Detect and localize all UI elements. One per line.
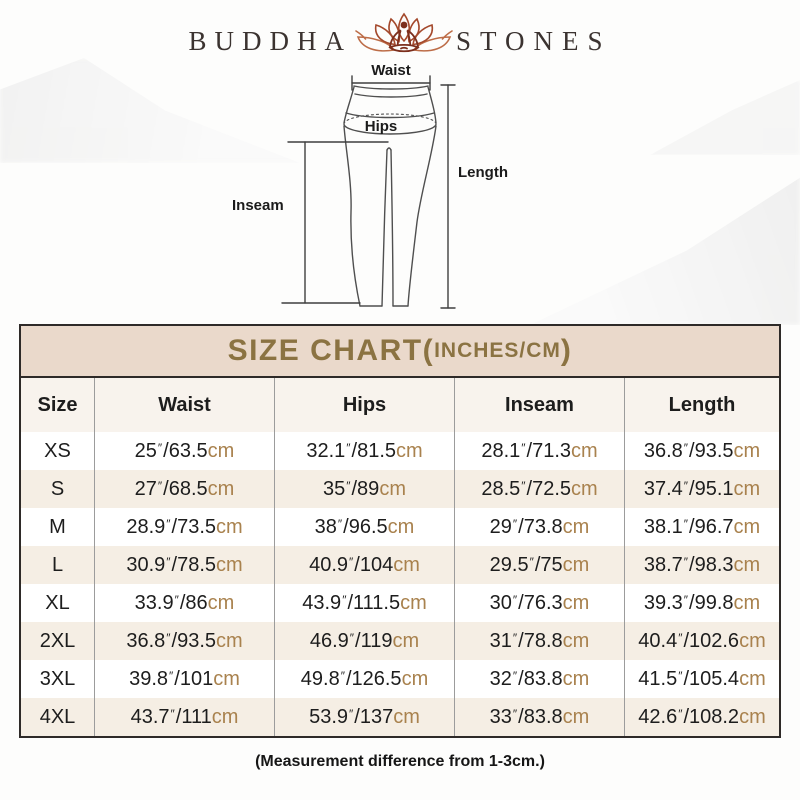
waist-cell: 25 ″/63.5 cm xyxy=(94,432,274,470)
measurement-note: (Measurement difference from 1-3cm.) xyxy=(255,753,545,770)
size-cell: 4XL xyxy=(39,705,76,728)
hips-label: Hips xyxy=(365,118,398,135)
column-header-hips: Hips xyxy=(274,378,454,432)
length-cell: 41.5 ″/105.4 cm xyxy=(624,660,779,698)
brand-header: BUDDHA STONES xyxy=(0,10,800,72)
lotus-meditation-icon xyxy=(355,12,453,53)
waist-cell: 43.7 ″/111 cm xyxy=(94,698,274,736)
hips-cell: 49.8 ″/126.5 cm xyxy=(274,660,454,698)
title-close-paren: ) xyxy=(560,334,573,367)
size-chart-title: SIZE CHART( INCHES/CM ) xyxy=(21,326,779,378)
title-main-text: SIZE CHART( xyxy=(227,334,435,367)
table-row: 3XL 39.8 ″/101 cm 49.8 ″/126.5 cm 32 ″/83.8 cm 41.… xyxy=(21,660,779,698)
inseam-cell: 29 ″/73.8 cm xyxy=(454,508,624,546)
size-cell: 3XL xyxy=(39,667,76,690)
waist-cell: 27 ″/68.5 cm xyxy=(94,470,274,508)
leggings-outline xyxy=(343,85,437,307)
measurement-lines xyxy=(281,75,456,309)
length-cell: 37.4 ″/95.1 cm xyxy=(624,470,779,508)
size-cell: S xyxy=(50,477,65,500)
inseam-cell: 33 ″/83.8 cm xyxy=(454,698,624,736)
waist-cell: 36.8 ″/93.5 cm xyxy=(94,622,274,660)
length-cell: 39.3 ″/99.8 cm xyxy=(624,584,779,622)
table-row: S 27 ″/68.5 cm 35 ″/89 cm 28.5 ″/72.5 cm 37.4 ″/95.… xyxy=(21,470,779,508)
hips-cell: 32.1 ″/81.5 cm xyxy=(274,432,454,470)
hips-cell: 43.9 ″/111.5 cm xyxy=(274,584,454,622)
inseam-cell: 28.5 ″/72.5 cm xyxy=(454,470,624,508)
size-cell: XL xyxy=(45,591,70,614)
title-sub-text: INCHES/CM xyxy=(434,339,561,362)
inseam-cell: 29.5 ″/75 cm xyxy=(454,546,624,584)
hips-cell: 46.9 ″/119 cm xyxy=(274,622,454,660)
waist-cell: 30.9 ″/78.5 cm xyxy=(94,546,274,584)
brand-name-left: BUDDHA xyxy=(188,25,352,56)
brand-name-right: STONES xyxy=(455,25,612,56)
table-row: 2XL 36.8 ″/93.5 cm 46.9 ″/119 cm 31 ″/78.8 cm 40.4… xyxy=(21,622,779,660)
table-row: 4XL 43.7 ″/111 cm 53.9 ″/137 cm 33 ″/83.8 cm 42.6 ″… xyxy=(21,698,779,736)
leggings-measurement-diagram: Waist Hips Inseam Length xyxy=(232,62,508,309)
hips-cell: 38 ″/96.5 cm xyxy=(274,508,454,546)
hips-cell: 53.9 ″/137 cm xyxy=(274,698,454,736)
table-row: L 30.9 ″/78.5 cm 40.9 ″/104 cm 29.5 ″/75 cm 38.7 ″ /… xyxy=(21,546,779,584)
watermark-mountains-top-right xyxy=(650,80,800,155)
hips-cell: 35 ″/89 cm xyxy=(274,470,454,508)
inseam-cell: 31 ″/78.8 cm xyxy=(454,622,624,660)
column-header-size: Size xyxy=(37,393,78,416)
waist-cell: 33.9 ″/86 cm xyxy=(94,584,274,622)
length-cell: 38.1 ″/96.7 cm xyxy=(624,508,779,546)
table-header-row: Size Waist Hips Inseam Length xyxy=(21,378,779,432)
waist-label: Waist xyxy=(371,62,410,79)
length-cell: 38.7 ″/98.3 cm xyxy=(624,546,779,584)
size-cell: L xyxy=(51,553,64,576)
table-row: XL 33.9 ″/86 cm 43.9 ″/111.5 cm 30 ″/76.3 cm 39.3 ″… xyxy=(21,584,779,622)
length-cell: 40.4 ″/102.6 cm xyxy=(624,622,779,660)
inseam-cell: 32 ″/83.8 cm xyxy=(454,660,624,698)
table-row: M 28.9 ″/73.5 cm 38 ″/96.5 cm 29 ″/73.8 cm 38.1 ″/9… xyxy=(21,508,779,546)
hips-cell: 40.9 ″/104 cm xyxy=(274,546,454,584)
column-header-length: Length xyxy=(624,378,779,432)
column-header-inseam: Inseam xyxy=(454,378,624,432)
inseam-cell: 28.1 ″/71.3 cm xyxy=(454,432,624,470)
inseam-cell: 30 ″/76.3 cm xyxy=(454,584,624,622)
waist-cell: 39.8 ″/101 cm xyxy=(94,660,274,698)
column-header-waist: Waist xyxy=(94,378,274,432)
length-cell: 42.6 ″/108.2 cm xyxy=(624,698,779,736)
length-cell: 36.8 ″/93.5 cm xyxy=(624,432,779,470)
size-cell: XS xyxy=(44,439,71,462)
size-cell: M xyxy=(49,515,66,538)
waist-cell: 28.9 ″/73.5 cm xyxy=(94,508,274,546)
inseam-label: Inseam xyxy=(232,197,284,214)
size-cell: 2XL xyxy=(39,629,76,652)
table-body: XS 25 ″/63.5 cm 32.1 ″/81.5 cm 28.1 ″/71.3 cm 36.8… xyxy=(21,432,779,736)
length-label: Length xyxy=(458,164,508,181)
size-chart-table: SIZE CHART( INCHES/CM ) Size Waist Hips … xyxy=(19,324,781,738)
table-row: XS 25 ″/63.5 cm 32.1 ″/81.5 cm 28.1 ″/71.3 cm 36.8… xyxy=(21,432,779,470)
